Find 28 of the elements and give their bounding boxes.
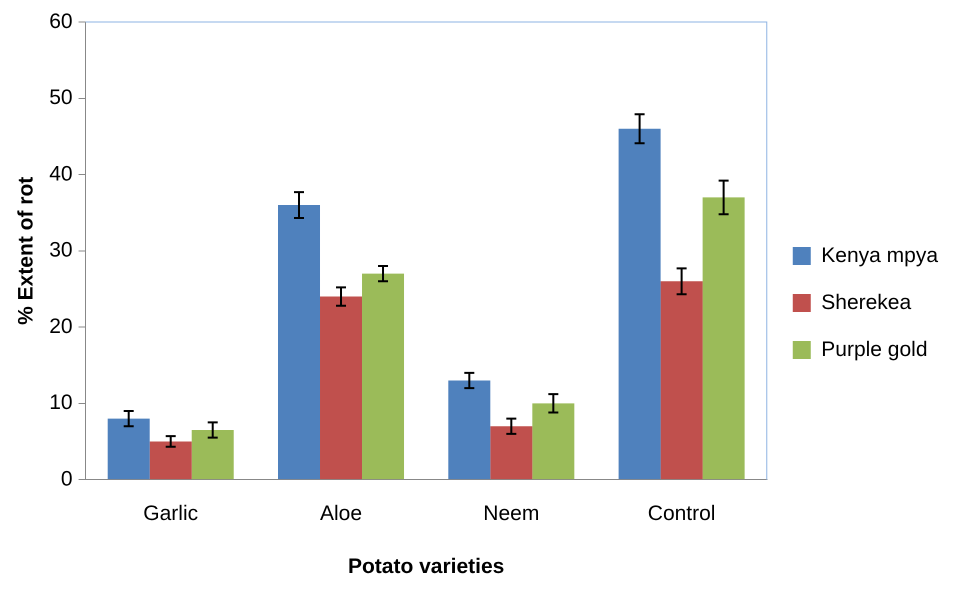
y-tick-label: 60 xyxy=(49,10,73,33)
y-tick-label: 0 xyxy=(60,467,73,490)
y-tick-label: 30 xyxy=(49,238,73,262)
bar xyxy=(490,426,532,480)
x-tick-label: Aloe xyxy=(320,502,362,525)
x-tick-label: Neem xyxy=(483,502,540,525)
legend-label: Kenya mpya xyxy=(821,244,938,267)
y-tick-label: 50 xyxy=(49,86,73,110)
bar xyxy=(618,128,661,480)
y-tick-label: 10 xyxy=(49,391,73,414)
legend-label: Purple gold xyxy=(821,338,928,361)
bar xyxy=(448,380,490,480)
y-tick-label: 40 xyxy=(49,162,73,186)
x-axis-title: Potato varieties xyxy=(348,555,504,578)
y-axis-title: % Extent of rot xyxy=(14,176,38,325)
x-tick-label: Garlic xyxy=(143,502,198,525)
bar xyxy=(702,197,745,480)
bar xyxy=(362,274,404,480)
bar xyxy=(660,281,703,480)
bar xyxy=(108,418,150,480)
bar xyxy=(532,403,574,480)
bar xyxy=(150,441,192,480)
bar xyxy=(320,296,362,480)
legend-label: Sherekea xyxy=(821,290,912,314)
y-tick-label: 20 xyxy=(49,314,73,338)
bar xyxy=(192,430,234,480)
bar xyxy=(278,205,320,480)
x-tick-label: Control xyxy=(648,502,716,525)
